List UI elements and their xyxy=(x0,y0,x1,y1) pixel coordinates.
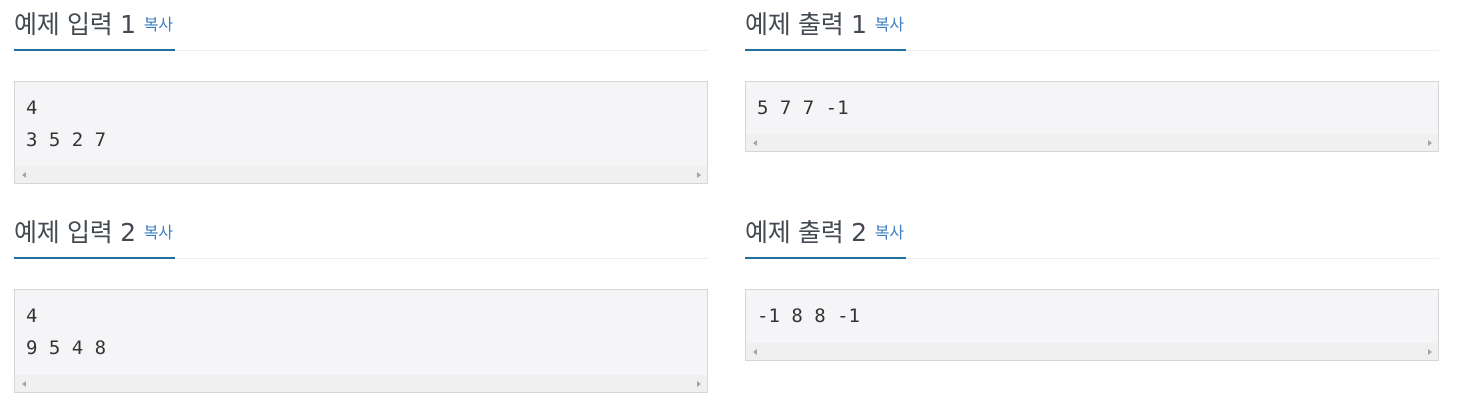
sample-output-1-title: 예제 출력 1 xyxy=(745,9,867,39)
sample-input-1-headline: 예제 입력 1 복사 xyxy=(14,0,708,51)
sample-input-1-text: 4 3 5 2 7 xyxy=(15,82,707,156)
horizontal-scrollbar[interactable] xyxy=(746,343,1438,360)
horizontal-scrollbar[interactable] xyxy=(15,375,707,392)
code-line: 9 5 4 8 xyxy=(26,337,107,359)
code-line: -1 8 8 -1 xyxy=(757,305,860,327)
sample-output-2-code: -1 8 8 -1 xyxy=(745,289,1439,361)
sample-output-2-headline: 예제 출력 2 복사 xyxy=(745,208,1439,259)
sample-input-1-title: 예제 입력 1 xyxy=(14,9,136,39)
sample-input-2: 예제 입력 2 복사 4 9 5 4 8 xyxy=(14,208,708,398)
sample-input-1: 예제 입력 1 복사 4 3 5 2 7 xyxy=(14,0,708,190)
copy-link-output-1[interactable]: 복사 xyxy=(874,15,905,34)
scroll-right-arrow-icon[interactable] xyxy=(1421,343,1438,360)
sample-input-2-title: 예제 입력 2 xyxy=(14,217,136,247)
code-line: 5 7 7 -1 xyxy=(757,97,849,119)
sample-output-1: 예제 출력 1 복사 5 7 7 -1 xyxy=(745,0,1439,190)
code-line: 3 5 2 7 xyxy=(26,129,107,151)
scroll-left-arrow-icon[interactable] xyxy=(15,166,32,183)
horizontal-scrollbar[interactable] xyxy=(15,166,707,183)
scroll-left-arrow-icon[interactable] xyxy=(746,343,763,360)
sample-output-1-text: 5 7 7 -1 xyxy=(746,82,1438,124)
sample-output-1-headline: 예제 출력 1 복사 xyxy=(745,0,1439,51)
scroll-right-arrow-icon[interactable] xyxy=(690,375,707,392)
scroll-right-arrow-icon[interactable] xyxy=(1421,134,1438,151)
sample-input-2-headline: 예제 입력 2 복사 xyxy=(14,208,708,259)
scroll-right-arrow-icon[interactable] xyxy=(690,166,707,183)
code-line: 4 xyxy=(26,97,38,119)
code-line: 4 xyxy=(26,305,38,327)
copy-link-output-2[interactable]: 복사 xyxy=(874,223,905,242)
horizontal-scrollbar[interactable] xyxy=(746,134,1438,151)
scroll-left-arrow-icon[interactable] xyxy=(746,134,763,151)
sample-input-1-code: 4 3 5 2 7 xyxy=(14,81,708,184)
scroll-left-arrow-icon[interactable] xyxy=(15,375,32,392)
sample-input-2-title-group: 예제 입력 2 복사 xyxy=(14,207,176,259)
sample-output-2-text: -1 8 8 -1 xyxy=(746,290,1438,332)
sample-input-2-code: 4 9 5 4 8 xyxy=(14,289,708,393)
copy-link-input-2[interactable]: 복사 xyxy=(143,223,174,242)
sample-output-2-title-group: 예제 출력 2 복사 xyxy=(745,207,907,259)
sample-output-1-code: 5 7 7 -1 xyxy=(745,81,1439,152)
copy-link-input-1[interactable]: 복사 xyxy=(143,15,174,34)
sample-input-2-text: 4 9 5 4 8 xyxy=(15,290,707,364)
sample-output-2-title: 예제 출력 2 xyxy=(745,217,867,247)
sample-output-2: 예제 출력 2 복사 -1 8 8 -1 xyxy=(745,208,1439,398)
sample-input-1-title-group: 예제 입력 1 복사 xyxy=(14,0,176,51)
sample-output-1-title-group: 예제 출력 1 복사 xyxy=(745,0,907,51)
